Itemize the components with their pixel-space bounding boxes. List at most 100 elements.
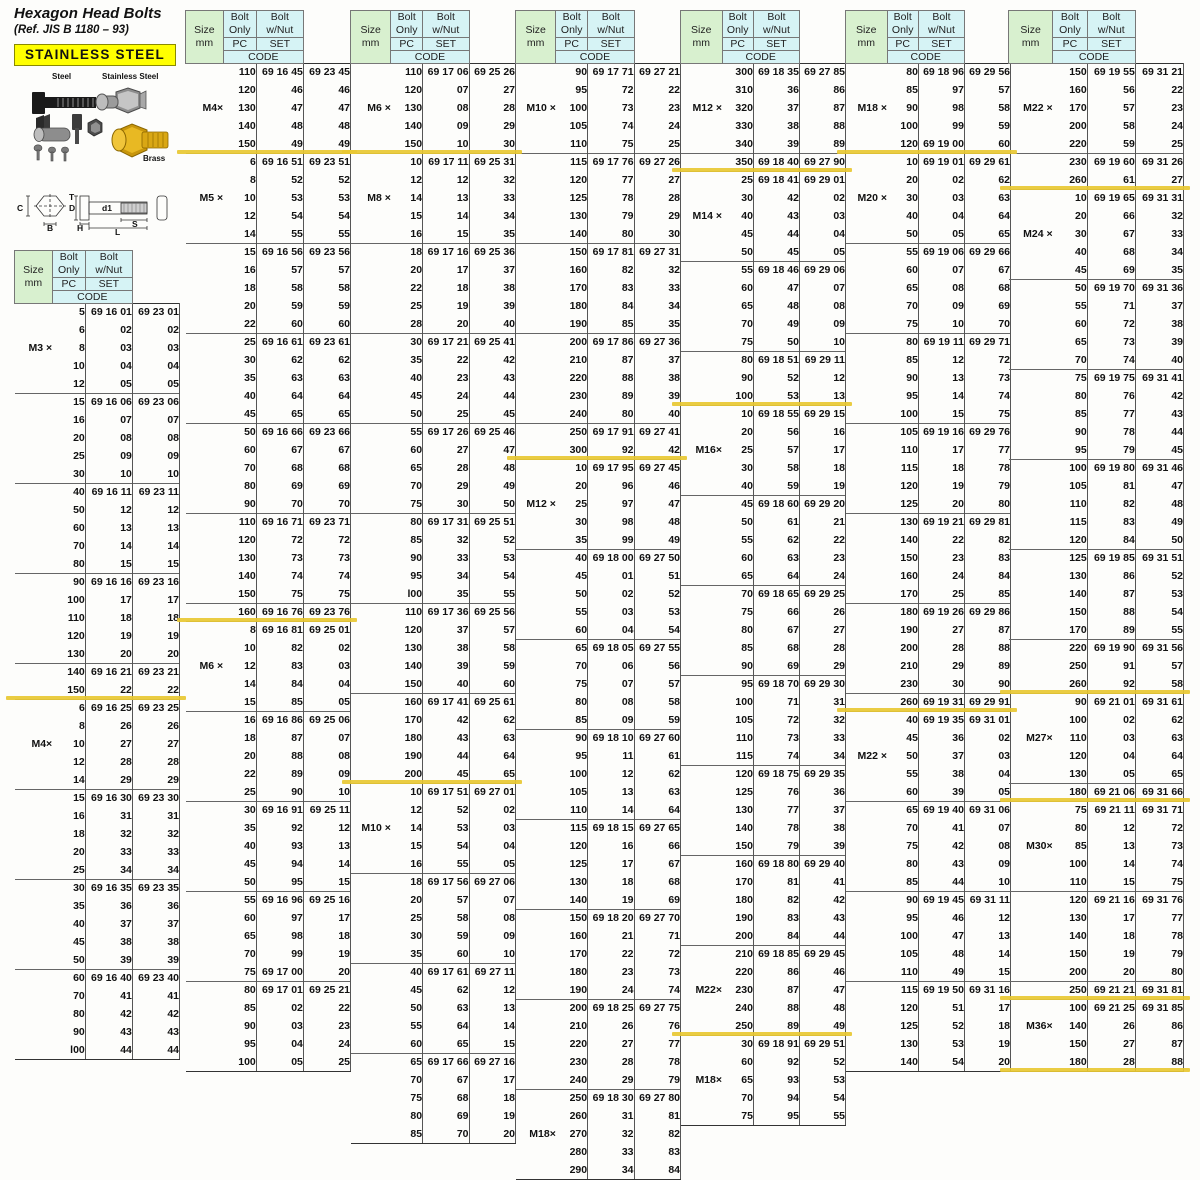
code-pc-cell: 69 19 60 <box>1087 152 1136 172</box>
length-cell: 210 <box>887 657 919 676</box>
code-pc-cell: 43 <box>85 1023 133 1042</box>
length-cell: 100 <box>887 927 919 946</box>
code-pc-cell: 69 19 00 <box>918 135 965 154</box>
length-cell: 140 <box>887 531 919 550</box>
code-set-cell: 86 <box>1135 1017 1185 1036</box>
table-row: 65 69 19 40 69 31 06 <box>845 800 1012 820</box>
table-row: 45 65 65 <box>186 405 352 424</box>
code-pc-cell: 19 <box>1087 945 1136 964</box>
code-set-cell: 69 29 40 <box>799 854 847 874</box>
thread-size-cell <box>186 747 224 765</box>
code-set-cell: 69 25 41 <box>469 332 517 352</box>
thread-size-cell <box>681 873 723 891</box>
header-bolt-only: Bolt Only <box>51 250 86 278</box>
code-set-cell: 19 <box>469 1107 517 1126</box>
thread-size-cell <box>186 441 224 459</box>
thread-size-cell <box>186 171 224 189</box>
thread-size-cell <box>846 585 888 603</box>
table-row: 75 66 26 <box>681 603 847 622</box>
table-row: 80 67 27 <box>681 621 847 640</box>
length-cell: 150 <box>555 908 589 928</box>
length-cell: 20 <box>223 297 257 316</box>
length-cell: 65 <box>887 800 919 820</box>
code-pc-cell: 32 <box>422 531 470 550</box>
length-cell: 50 <box>722 243 754 262</box>
thread-size-cell <box>845 602 887 622</box>
table-row: 140 74 74 <box>186 567 352 586</box>
code-set-cell: 05 <box>132 375 181 394</box>
code-pc-cell: 27 <box>422 441 470 460</box>
code-set-cell: 48 <box>469 459 517 478</box>
thread-size-cell <box>186 387 224 405</box>
length-cell: 90 <box>887 99 919 118</box>
code-pc-cell: 83 <box>753 909 800 928</box>
code-set-cell: 64 <box>1135 747 1185 766</box>
table-row: 20 57 07 <box>351 891 517 910</box>
code-pc-cell: 23 <box>587 963 635 982</box>
length-cell: 40 <box>52 915 86 934</box>
length-cell: 75 <box>390 495 424 514</box>
length-cell: 110 <box>223 512 257 532</box>
code-pc-cell: 13 <box>918 369 965 388</box>
table-row: 95 34 54 <box>351 567 517 586</box>
table-row: 105 81 47 <box>1009 477 1185 496</box>
table-row: 120 69 21 16 69 31 76 <box>1008 890 1185 910</box>
code-pc-cell: 10 <box>422 135 470 154</box>
length-cell: 22 <box>223 315 257 334</box>
code-set-cell: 08 <box>469 909 517 928</box>
length-cell: 105 <box>722 711 754 730</box>
length-cell: 55 <box>1052 297 1088 316</box>
thread-size-cell <box>845 1053 887 1072</box>
length-cell: 35 <box>390 945 424 964</box>
code-set-cell: 39 <box>469 297 517 316</box>
code-pc-cell: 69 <box>1087 261 1136 280</box>
length-cell: 90 <box>223 495 257 514</box>
code-set-cell: 69 27 41 <box>634 422 682 442</box>
code-pc-cell: 44 <box>85 1041 133 1060</box>
thread-size-cell <box>15 465 53 483</box>
highlighter-mark <box>1000 186 1190 191</box>
thread-size-cell <box>515 458 556 478</box>
label-brass: Brass <box>143 154 166 164</box>
length-cell: 130 <box>887 1035 919 1054</box>
header-size-text: Size <box>1020 24 1041 36</box>
code-pc-cell: 69 16 40 <box>85 968 133 988</box>
highlighter-mark <box>1000 1068 1190 1073</box>
header-set: SET <box>84 276 133 291</box>
code-pc-cell: 69 19 26 <box>918 602 965 622</box>
code-set-cell: 09 <box>964 855 1012 874</box>
code-pc-cell: 86 <box>753 963 800 982</box>
code-pc-cell: 89 <box>587 387 635 406</box>
code-set-cell: 13 <box>303 837 352 856</box>
code-set-cell: 42 <box>634 441 682 460</box>
length-cell: 240 <box>555 1071 589 1090</box>
length-cell: 35 <box>555 531 589 550</box>
code-pc-cell: 50 <box>753 333 800 352</box>
thread-size-cell <box>1008 152 1053 172</box>
code-set-cell: 50 <box>1135 531 1185 550</box>
code-pc-cell: 69 18 40 <box>753 152 800 172</box>
bolt-code-table: Size mm Bolt Only Bolt w/Nut PC SET CODE 110 69 17… <box>349 10 517 1144</box>
table-row: 140 87 53 <box>1009 585 1185 604</box>
table-row: 150 23 83 <box>846 549 1012 568</box>
table-row: 160 56 22 <box>1009 81 1185 100</box>
table-row: 20 56 16 <box>681 423 847 442</box>
length-cell: 80 <box>390 1107 424 1126</box>
code-pc-cell: 69 18 75 <box>753 764 800 784</box>
thread-size-cell <box>15 375 53 393</box>
bolt-code-table: Size mm Bolt Only Bolt w/Nut PC SET CODE 5 69 16 0… <box>14 250 181 1060</box>
table-row: 120 69 19 00 60 <box>846 135 1012 154</box>
code-pc-cell: 54 <box>918 1053 965 1072</box>
length-cell: 150 <box>887 549 919 568</box>
table-row: 210 69 18 85 69 29 45 <box>680 944 847 964</box>
code-pc-cell: 59 <box>1087 135 1136 154</box>
code-pc-cell: 69 16 71 <box>256 512 304 532</box>
thread-size-cell <box>516 261 556 279</box>
code-pc-cell: 37 <box>753 99 800 118</box>
thread-size-cell <box>350 422 391 442</box>
thread-size-cell <box>185 332 224 352</box>
table-row: 75 68 18 <box>351 1089 517 1108</box>
table-header: Size mm Bolt Only Bolt w/Nut PC SET CODE <box>185 10 351 64</box>
table-row: 55 62 22 <box>681 531 847 550</box>
code-set-cell: 60 <box>303 315 352 334</box>
